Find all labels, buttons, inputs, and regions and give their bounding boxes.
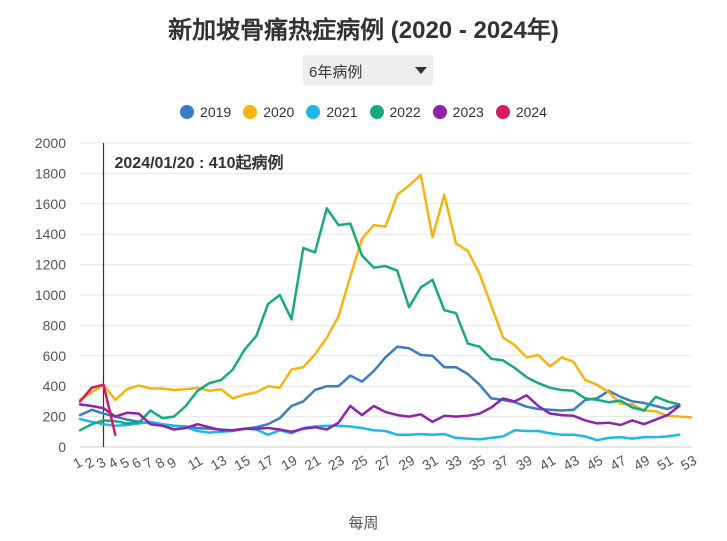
- annotation-label: 2024/01/20 : 410起病例: [115, 153, 284, 172]
- legend: 2019 2020 2021 2022 2023 2024: [0, 104, 727, 120]
- x-tick-label: 9: [164, 454, 179, 472]
- y-tick-label: 1800: [35, 165, 66, 181]
- x-tick-label: 21: [302, 452, 324, 474]
- x-tick-label: 53: [678, 452, 700, 474]
- x-tick-label: 39: [513, 452, 535, 474]
- legend-marker: [306, 105, 321, 119]
- legend-item-2020[interactable]: 2020: [243, 104, 294, 120]
- y-tick-label: 1600: [35, 196, 66, 212]
- x-axis-title: 每周: [348, 515, 379, 532]
- chart-title: 新加坡骨痛热症病例 (2020 - 2024年): [168, 17, 559, 44]
- x-tick-label: 31: [419, 452, 441, 474]
- x-tick-label: 35: [466, 452, 488, 474]
- x-tick-label: 13: [208, 452, 230, 474]
- series-line-2020: [78, 173, 693, 419]
- legend-label: 2020: [263, 104, 295, 120]
- period-select-value: 6年病例: [309, 64, 363, 81]
- y-tick-label: 600: [43, 348, 67, 364]
- x-tick-label: 27: [372, 452, 394, 474]
- y-tick-label: 200: [43, 409, 67, 425]
- legend-item-2021[interactable]: 2021: [306, 104, 358, 120]
- x-tick-label: 19: [278, 452, 300, 474]
- series-line-2022: [78, 207, 681, 432]
- x-tick-label: 33: [443, 452, 465, 474]
- legend-marker: [369, 105, 384, 119]
- x-tick-label: 37: [490, 452, 512, 474]
- legend-item-2022[interactable]: 2022: [369, 104, 421, 120]
- x-tick-label: 49: [631, 452, 653, 474]
- y-tick-label: 400: [43, 378, 67, 394]
- x-tick-label: 23: [325, 452, 347, 474]
- y-tick-label: 2000: [35, 135, 66, 151]
- x-tick-label: 47: [607, 452, 629, 474]
- y-tick-label: 0: [58, 439, 66, 455]
- x-tick-label: 25: [349, 452, 371, 474]
- legend-marker: [432, 105, 447, 119]
- x-tick-label: 29: [396, 452, 418, 474]
- legend-label: 2019: [200, 104, 232, 120]
- x-tick-label: 45: [584, 452, 606, 474]
- legend-marker: [243, 105, 258, 119]
- legend-item-2019[interactable]: 2019: [180, 104, 231, 120]
- legend-item-2024[interactable]: 2024: [495, 104, 547, 120]
- legend-marker: [180, 105, 195, 119]
- period-select[interactable]: 6年病例: [303, 55, 433, 85]
- series-line-2021: [78, 417, 681, 442]
- y-tick-label: 1200: [35, 257, 66, 273]
- legend-label: 2021: [326, 104, 358, 120]
- x-tick-label: 43: [560, 452, 582, 474]
- series-line-2023: [78, 394, 681, 434]
- x-tick-label: 11: [185, 452, 206, 473]
- chevron-down-icon: [415, 67, 427, 74]
- y-tick-label: 1400: [35, 226, 66, 242]
- y-tick-label: 1000: [35, 287, 66, 303]
- x-tick-label: 41: [537, 452, 559, 474]
- x-tick-label: 17: [255, 452, 277, 474]
- x-tick-label: 51: [654, 452, 676, 474]
- legend-item-2023[interactable]: 2023: [432, 104, 484, 120]
- legend-label: 2023: [452, 104, 484, 120]
- x-tick-label: 15: [231, 452, 253, 474]
- legend-label: 2024: [515, 104, 547, 120]
- y-tick-label: 800: [43, 317, 67, 333]
- legend-marker: [495, 105, 510, 119]
- legend-label: 2022: [389, 104, 421, 120]
- series-line-2024: [78, 383, 117, 437]
